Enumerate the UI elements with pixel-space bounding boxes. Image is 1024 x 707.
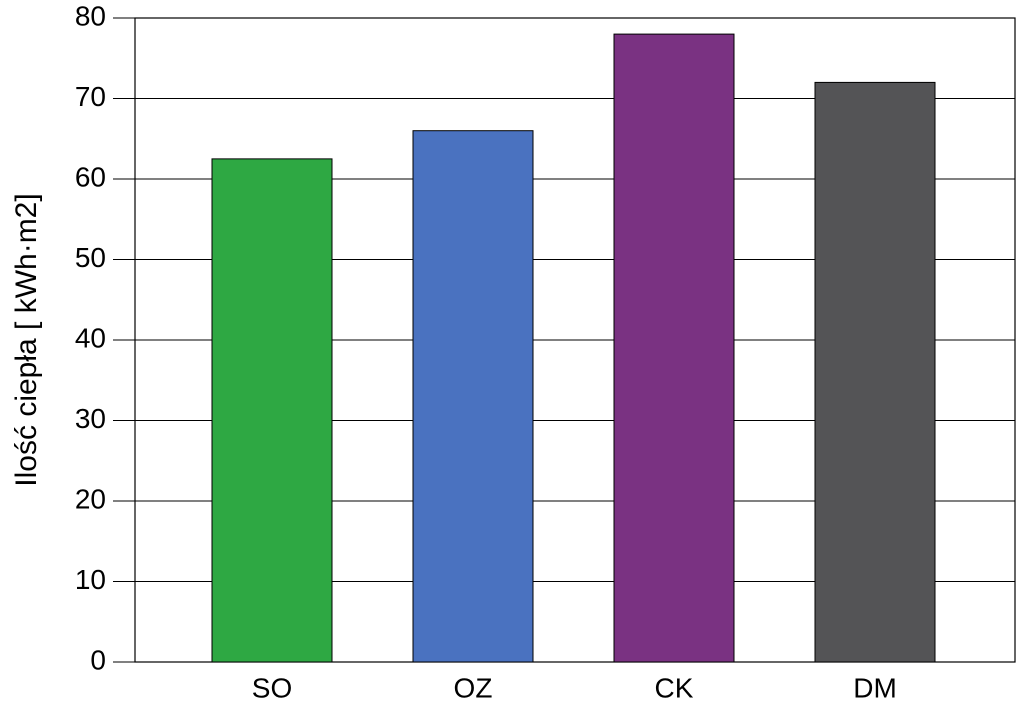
y-tick-label: 10 bbox=[75, 564, 106, 595]
y-tick-label: 50 bbox=[75, 242, 106, 273]
x-tick-label: SO bbox=[252, 672, 292, 703]
bar bbox=[613, 33, 735, 663]
y-tick-label: 80 bbox=[75, 0, 106, 31]
y-tick-label: 70 bbox=[75, 81, 106, 112]
x-tick-label: DM bbox=[853, 672, 897, 703]
bar bbox=[814, 81, 936, 663]
bar bbox=[412, 130, 534, 663]
x-tick-label: CK bbox=[655, 672, 694, 703]
y-tick-label: 60 bbox=[75, 161, 106, 192]
bar bbox=[211, 158, 333, 663]
y-tick-label: 20 bbox=[75, 483, 106, 514]
y-tick-label: 30 bbox=[75, 403, 106, 434]
x-tick-label: OZ bbox=[454, 672, 493, 703]
y-tick-label: 0 bbox=[90, 644, 106, 675]
y-axis-label: Ilość ciepła [ kWh·m2] bbox=[10, 193, 43, 486]
y-tick-label: 40 bbox=[75, 322, 106, 353]
